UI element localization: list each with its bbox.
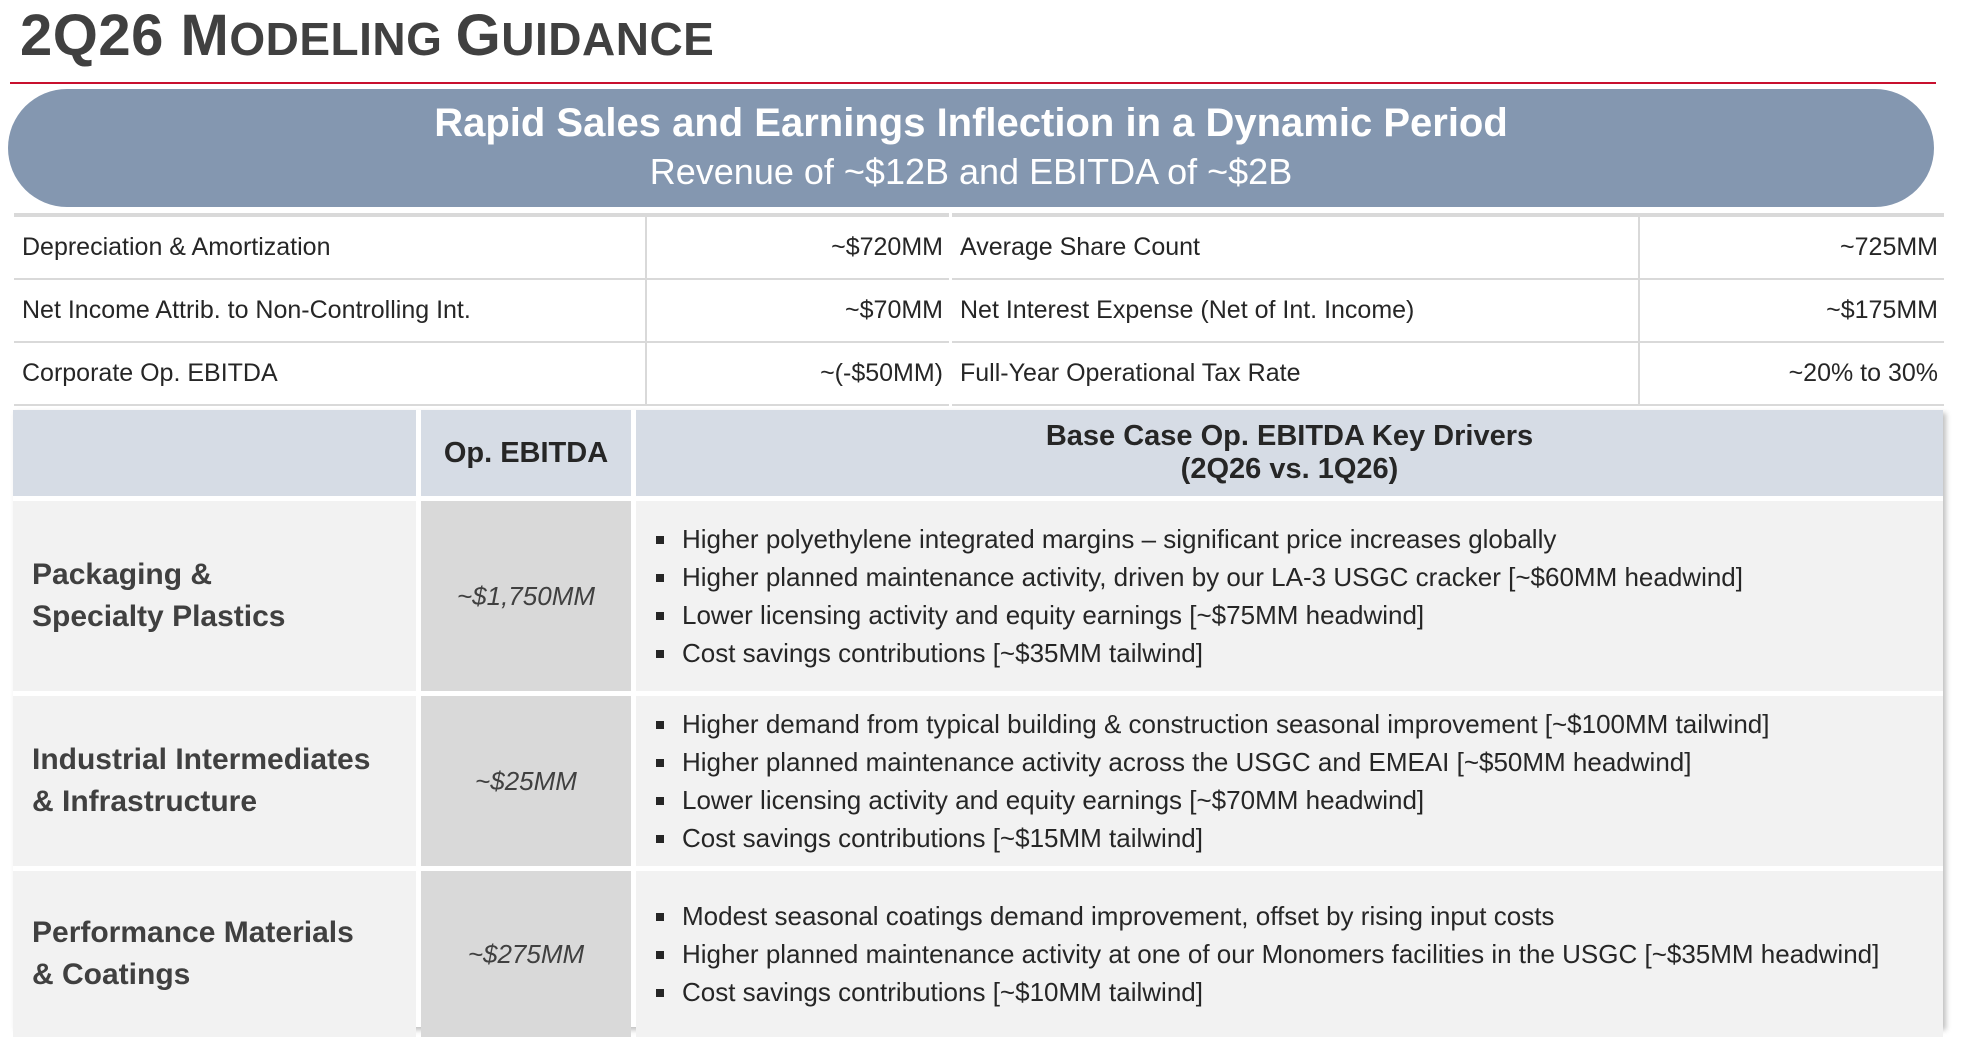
- segment-drivers: Modest seasonal coatings demand improvem…: [636, 871, 1943, 1037]
- metric-label: Full-Year Operational Tax Rate: [952, 342, 1640, 406]
- header-key-drivers-title: Base Case Op. EBITDA Key Drivers: [1045, 420, 1534, 452]
- headline-banner: Rapid Sales and Earnings Inflection in a…: [8, 89, 1934, 207]
- header-key-drivers: Base Case Op. EBITDA Key Drivers (2Q26 v…: [636, 410, 1943, 496]
- segment-name-line: Packaging &: [32, 558, 213, 591]
- segment-name: Industrial Intermediates & Infrastructure: [13, 696, 416, 866]
- segment-op-ebitda: ~$1,750MM: [421, 501, 631, 691]
- metric-row: Depreciation & Amortization ~$720MM: [14, 213, 949, 280]
- segment-name-line: & Coatings: [32, 958, 191, 991]
- segment-drivers: Higher polyethylene integrated margins –…: [636, 501, 1943, 691]
- segment-name-line: & Infrastructure: [32, 785, 258, 818]
- segment-name: Packaging & Specialty Plastics: [13, 501, 416, 691]
- segment-drivers: Higher demand from typical building & co…: [636, 696, 1943, 866]
- segment-guidance-table: Op. EBITDA Base Case Op. EBITDA Key Driv…: [13, 410, 1943, 1037]
- page-title: 2Q26 MODELING GUIDANCE: [20, 3, 715, 68]
- driver-item: Lower licensing activity and equity earn…: [656, 781, 1769, 819]
- title-divider: [10, 82, 1936, 84]
- metric-value: ~(-$50MM): [646, 342, 949, 406]
- header-op-ebitda: Op. EBITDA: [421, 410, 631, 496]
- banner-subline: Revenue of ~$12B and EBITDA of ~$2B: [649, 151, 1293, 192]
- metric-value: ~$70MM: [646, 279, 949, 343]
- driver-item: Lower licensing activity and equity earn…: [656, 596, 1743, 634]
- header-blank-cell: [13, 410, 416, 496]
- segment-name: Performance Materials & Coatings: [13, 871, 416, 1037]
- metric-value: ~725MM: [1639, 213, 1944, 280]
- metric-value: ~$720MM: [646, 213, 949, 280]
- metric-row: Average Share Count ~725MM: [952, 213, 1944, 280]
- segment-name-line: Performance Materials: [32, 916, 354, 949]
- metric-label: Average Share Count: [952, 213, 1640, 280]
- segment-name-line: Specialty Plastics: [32, 600, 286, 633]
- segment-op-ebitda: ~$275MM: [421, 871, 631, 1037]
- metrics-table-left: Depreciation & Amortization ~$720MM Net …: [14, 213, 949, 406]
- driver-item: Cost savings contributions [~$10MM tailw…: [656, 973, 1879, 1011]
- metric-label: Net Interest Expense (Net of Int. Income…: [952, 279, 1640, 343]
- metric-value: ~$175MM: [1639, 279, 1944, 343]
- metric-label: Depreciation & Amortization: [14, 213, 647, 280]
- metric-row: Net Income Attrib. to Non-Controlling In…: [14, 279, 949, 343]
- metric-value: ~20% to 30%: [1639, 342, 1944, 406]
- driver-item: Cost savings contributions [~$15MM tailw…: [656, 819, 1769, 857]
- driver-item: Cost savings contributions [~$35MM tailw…: [656, 634, 1743, 672]
- metric-row: Net Interest Expense (Net of Int. Income…: [952, 279, 1944, 343]
- metric-row: Corporate Op. EBITDA ~(-$50MM): [14, 342, 949, 406]
- driver-item: Higher polyethylene integrated margins –…: [656, 520, 1743, 558]
- driver-item: Modest seasonal coatings demand improvem…: [656, 897, 1879, 935]
- segment-op-ebitda: ~$25MM: [421, 696, 631, 866]
- metric-label: Net Income Attrib. to Non-Controlling In…: [14, 279, 647, 343]
- driver-item: Higher planned maintenance activity acro…: [656, 743, 1769, 781]
- driver-item: Higher demand from typical building & co…: [656, 705, 1769, 743]
- metric-label: Corporate Op. EBITDA: [14, 342, 647, 406]
- metrics-table-right: Average Share Count ~725MM Net Interest …: [952, 213, 1944, 406]
- banner-headline: Rapid Sales and Earnings Inflection in a…: [434, 101, 1508, 145]
- header-key-drivers-period: (2Q26 vs. 1Q26): [1180, 453, 1399, 485]
- metric-row: Full-Year Operational Tax Rate ~20% to 3…: [952, 342, 1944, 406]
- segment-name-line: Industrial Intermediates: [32, 743, 371, 776]
- driver-item: Higher planned maintenance activity at o…: [656, 935, 1879, 973]
- driver-item: Higher planned maintenance activity, dri…: [656, 558, 1743, 596]
